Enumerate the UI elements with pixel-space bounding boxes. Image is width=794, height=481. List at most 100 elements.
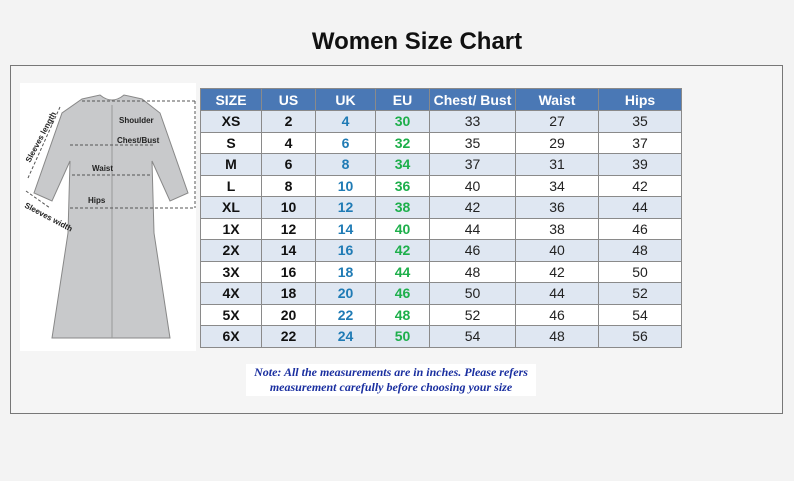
table-cell: 3X: [200, 260, 262, 283]
table-cell: 40: [429, 174, 516, 197]
column-header: SIZE: [200, 88, 262, 111]
table-cell: L: [200, 174, 262, 197]
table-cell: 54: [598, 303, 682, 326]
table-cell: 42: [375, 239, 430, 262]
table-cell: 16: [315, 239, 376, 262]
table-cell: 22: [261, 325, 316, 348]
table-cell: 22: [315, 303, 376, 326]
figure-label: Chest/Bust: [117, 136, 160, 145]
table-cell: 37: [598, 131, 682, 154]
table-cell: 12: [261, 217, 316, 240]
table-row: 1X 12 14 40 44 38 46: [200, 217, 682, 240]
table-cell: 8: [261, 174, 316, 197]
table-cell: 48: [429, 260, 516, 283]
table-cell: 36: [515, 196, 599, 219]
table-cell: 10: [315, 174, 376, 197]
table-cell: 20: [315, 282, 376, 305]
table-cell: 40: [515, 239, 599, 262]
table-cell: 44: [375, 260, 430, 283]
table-cell: 4X: [200, 282, 262, 305]
table-cell: 46: [375, 282, 430, 305]
table-cell: 54: [429, 325, 516, 348]
table-cell: 24: [315, 325, 376, 348]
table-cell: 32: [375, 131, 430, 154]
table-cell: 6: [261, 153, 316, 176]
table-cell: 4: [261, 131, 316, 154]
column-header: EU: [375, 88, 430, 111]
table-cell: 18: [261, 282, 316, 305]
table-cell: 1X: [200, 217, 262, 240]
column-header: Waist: [515, 88, 599, 111]
table-cell: 40: [375, 217, 430, 240]
table-cell: 20: [261, 303, 316, 326]
column-header: Chest/ Bust: [429, 88, 516, 111]
table-cell: 50: [375, 325, 430, 348]
table-cell: 42: [429, 196, 516, 219]
header-row: SIZE US UK EU Chest/ Bust Waist Hips: [200, 88, 682, 111]
table-cell: 4: [315, 110, 376, 133]
table-cell: 52: [598, 282, 682, 305]
table-cell: 8: [315, 153, 376, 176]
dress-figure: Shoulder Chest/Bust Waist Hips Sleeves l…: [20, 83, 196, 351]
table-cell: 39: [598, 153, 682, 176]
table-cell: 56: [598, 325, 682, 348]
table-cell: 48: [375, 303, 430, 326]
table-cell: 34: [515, 174, 599, 197]
table-cell: 29: [515, 131, 599, 154]
table-row: M 6 8 34 37 31 39: [200, 153, 682, 176]
table-cell: 10: [261, 196, 316, 219]
table-cell: 14: [261, 239, 316, 262]
table-cell: 46: [515, 303, 599, 326]
table-cell: 2X: [200, 239, 262, 262]
title: Women Size Chart: [311, 28, 523, 55]
table-cell: 27: [515, 110, 599, 133]
table-cell: 33: [429, 110, 516, 133]
table-row: S 4 6 32 35 29 37: [200, 131, 682, 154]
table-cell: 50: [429, 282, 516, 305]
table-cell: 14: [315, 217, 376, 240]
note-line: measurement carefully before choosing yo…: [269, 380, 513, 394]
table-cell: 2: [261, 110, 316, 133]
table-cell: 52: [429, 303, 516, 326]
table-cell: 50: [598, 260, 682, 283]
table-cell: 37: [429, 153, 516, 176]
table-cell: 46: [429, 239, 516, 262]
table-cell: 18: [315, 260, 376, 283]
guide: [27, 106, 61, 179]
table-row: 3X 16 18 44 48 42 50: [200, 260, 682, 283]
note-line: Note: All the measurements are in inches…: [254, 365, 528, 379]
table-cell: 46: [598, 217, 682, 240]
table-row: L 8 10 36 40 34 42: [200, 174, 682, 197]
size-table: SIZE US UK EU Chest/ Bust Waist Hips XS 2 4 30 33 27…: [200, 88, 682, 348]
table-cell: 30: [375, 110, 430, 133]
table-cell: 44: [598, 196, 682, 219]
table-cell: 48: [598, 239, 682, 262]
figure-label: Hips: [88, 196, 106, 205]
table-row: 2X 14 16 42 46 40 48: [200, 239, 682, 262]
table-cell: 42: [598, 174, 682, 197]
column-header: UK: [315, 88, 376, 111]
table-row: 5X 20 22 48 52 46 54: [200, 303, 682, 326]
table-cell: 12: [315, 196, 376, 219]
table-cell: 38: [375, 196, 430, 219]
table-cell: 38: [515, 217, 599, 240]
column-header: Hips: [598, 88, 682, 111]
table-cell: 48: [515, 325, 599, 348]
table-cell: 6X: [200, 325, 262, 348]
table-cell: 34: [375, 153, 430, 176]
table-cell: 6: [315, 131, 376, 154]
table-cell: 35: [429, 131, 516, 154]
table-row: XL 10 12 38 42 36 44: [200, 196, 682, 219]
note: Note: All the measurements are in inches…: [246, 364, 536, 396]
table-cell: M: [200, 153, 262, 176]
table-cell: 31: [515, 153, 599, 176]
table-cell: 5X: [200, 303, 262, 326]
table-row: XS 2 4 30 33 27 35: [200, 110, 682, 133]
column-header: US: [261, 88, 316, 111]
table-row: 6X 22 24 50 54 48 56: [200, 325, 682, 348]
table-cell: 42: [515, 260, 599, 283]
table-cell: 44: [429, 217, 516, 240]
table-cell: XL: [200, 196, 262, 219]
figure-label: Shoulder: [119, 116, 154, 125]
